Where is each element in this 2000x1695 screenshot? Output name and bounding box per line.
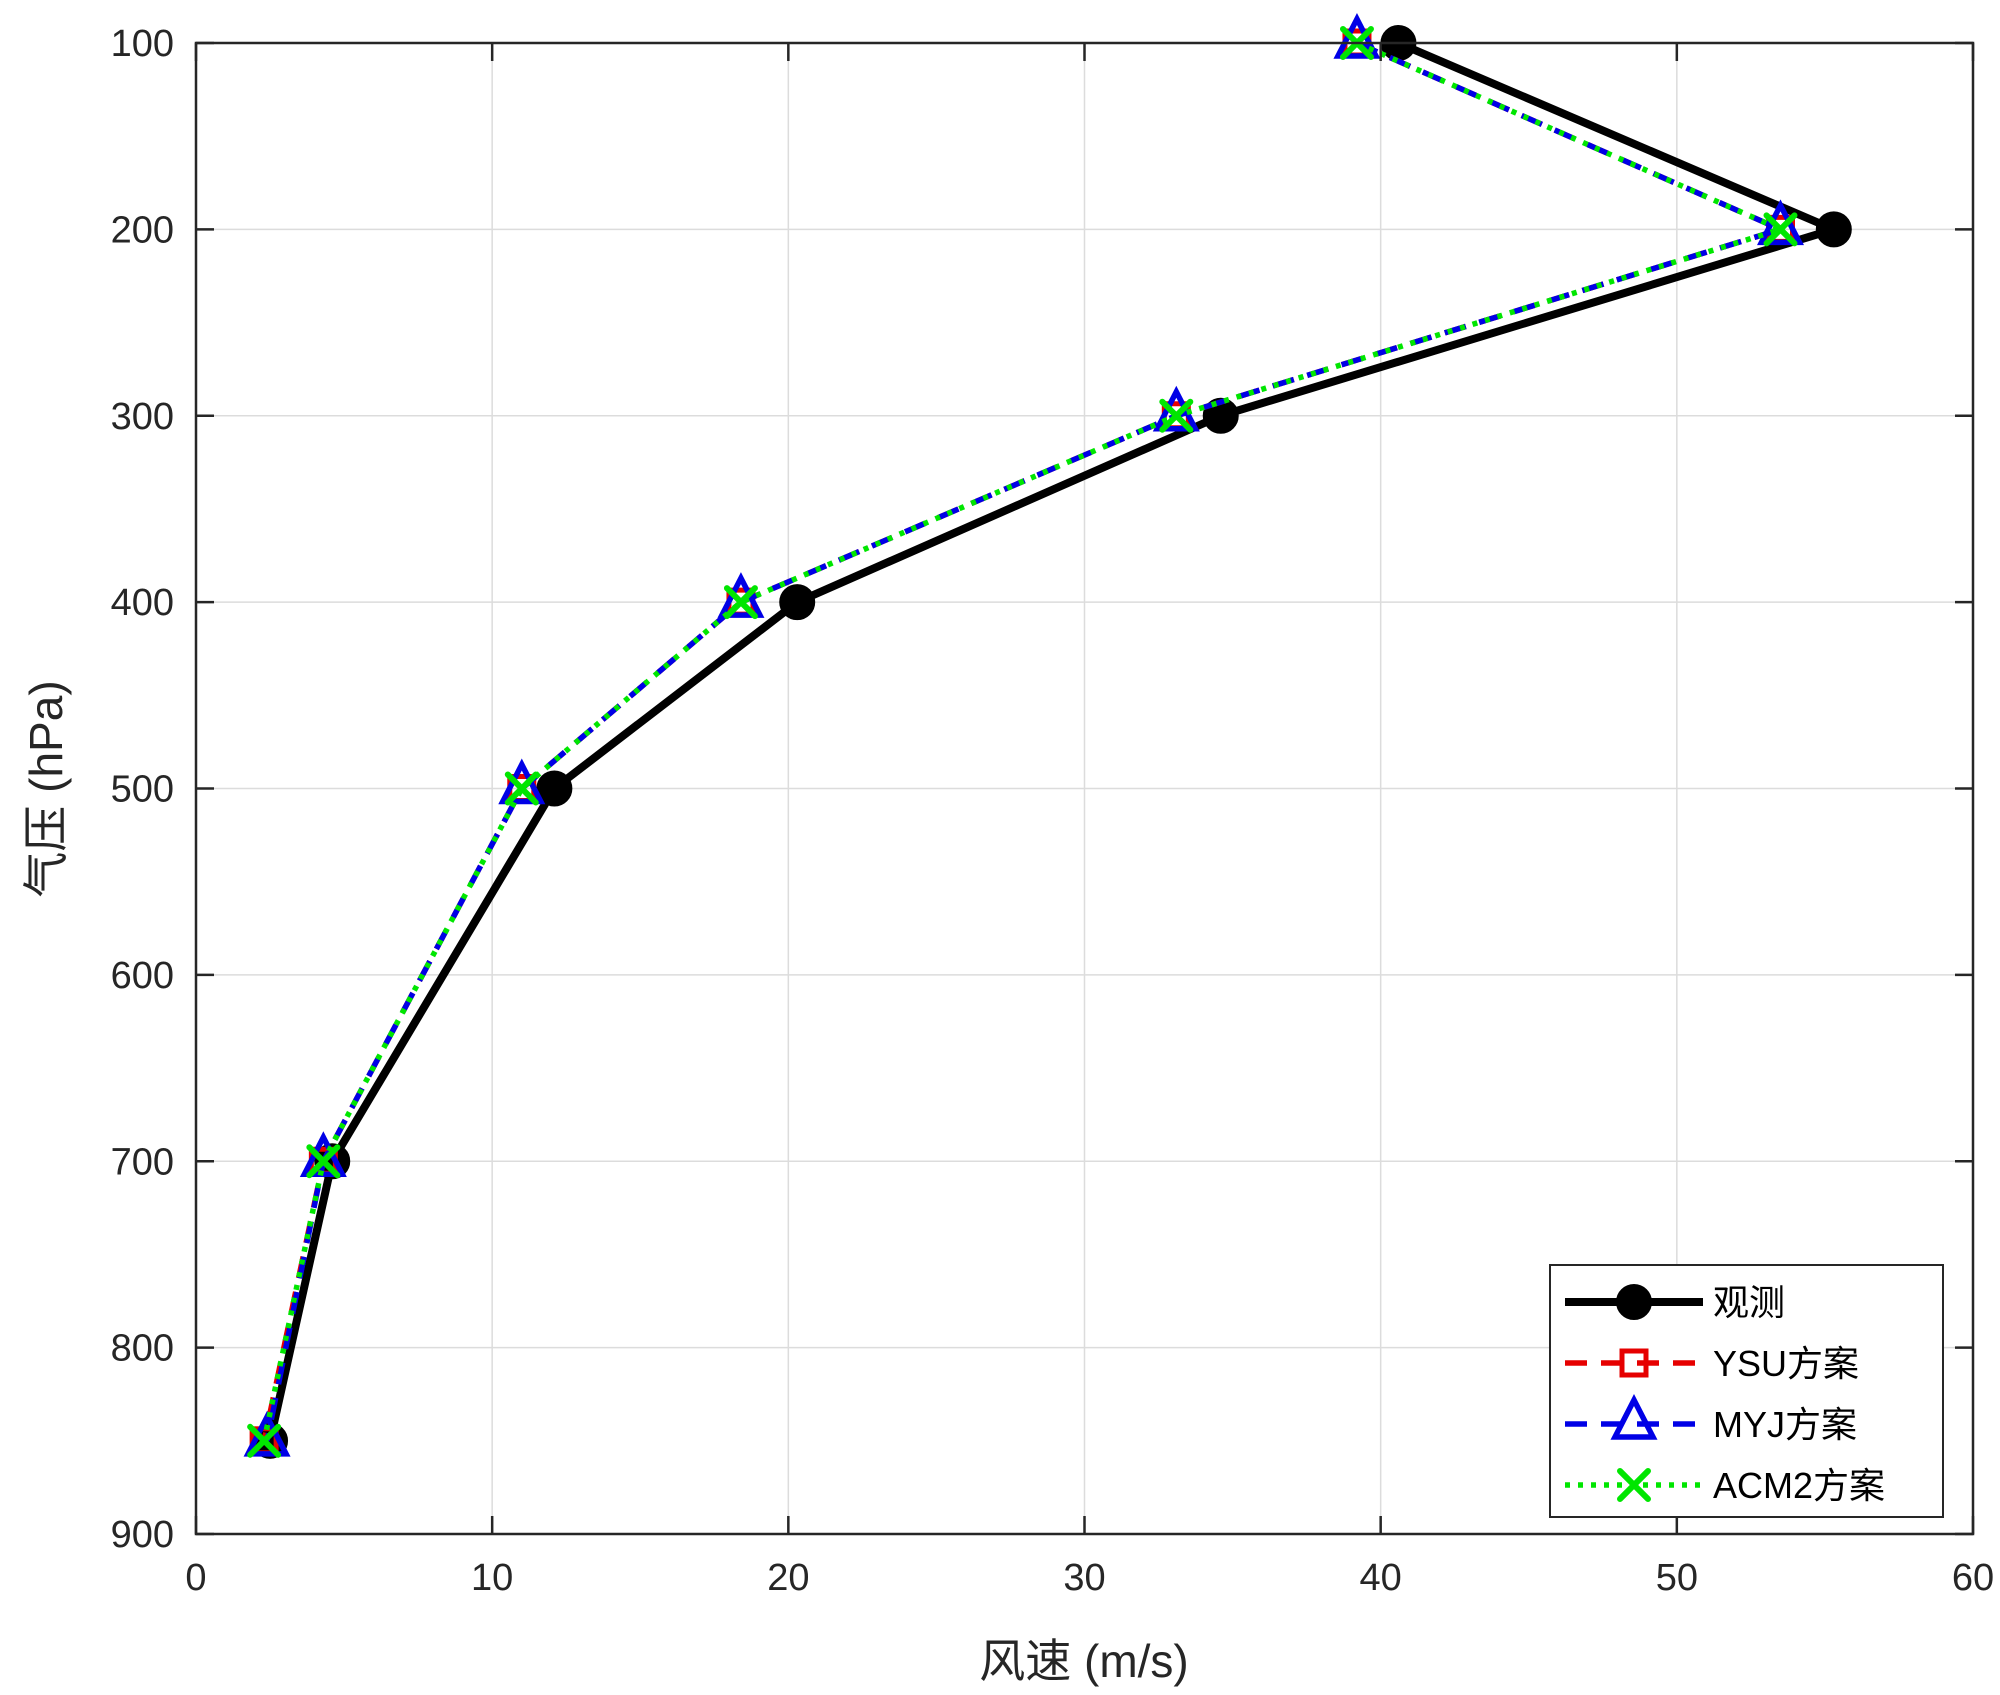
legend-marker — [1617, 1468, 1651, 1502]
y-tick-label: 600 — [111, 955, 174, 997]
x-tick-label: 40 — [1360, 1557, 1402, 1599]
data-point-marker — [247, 1423, 282, 1458]
legend-label: MYJ方案 — [1713, 1404, 1857, 1445]
y-tick-label: 700 — [111, 1141, 174, 1183]
legend-label: 观测 — [1713, 1282, 1785, 1323]
axis-ticks: 0 10 20 30 40 50 60 100 200 300 400 500 600 700 800 900 — [111, 23, 1995, 1599]
x-tick-label: 60 — [1952, 1557, 1994, 1599]
y-axis-label: 气压 (hPa) — [20, 680, 72, 897]
x-tick-label: 20 — [767, 1557, 809, 1599]
legend-marker — [1616, 1284, 1652, 1320]
data-point-marker — [723, 585, 758, 620]
y-tick-label: 500 — [111, 769, 174, 811]
data-point-marker — [536, 770, 573, 807]
legend-entry: 观测 — [1565, 1282, 1785, 1323]
legend-marker — [1619, 1348, 1649, 1378]
x-tick-label: 0 — [185, 1557, 206, 1599]
x-tick-label: 30 — [1063, 1557, 1105, 1599]
legend-marker — [1610, 1393, 1658, 1440]
data-point-marker — [1815, 211, 1852, 248]
data-point-marker — [306, 1144, 341, 1179]
y-tick-label: 100 — [111, 23, 174, 65]
x-axis-label: 风速 (m/s) — [979, 1635, 1189, 1687]
legend-label: ACM2方案 — [1713, 1465, 1885, 1506]
y-tick-label: 900 — [111, 1514, 174, 1556]
data-point-marker — [1763, 212, 1798, 247]
data-point-marker — [1159, 398, 1194, 433]
data-point-marker — [779, 584, 816, 621]
legend: 观测 YSU方案 MYJ方案 ACM2方案 — [1549, 1264, 1944, 1518]
legend-entry: YSU方案 — [1565, 1343, 1859, 1384]
y-tick-label: 300 — [111, 396, 174, 438]
data-point-marker — [504, 771, 539, 806]
y-tick-label: 800 — [111, 1328, 174, 1370]
x-tick-label: 50 — [1656, 1557, 1698, 1599]
y-tick-label: 200 — [111, 209, 174, 251]
x-tick-label: 10 — [471, 1557, 513, 1599]
legend-entry: ACM2方案 — [1565, 1465, 1885, 1506]
legend-box — [1549, 1264, 1944, 1518]
y-tick-label: 400 — [111, 582, 174, 624]
series-group — [243, 12, 1852, 1459]
legend-entry: MYJ方案 — [1565, 1393, 1857, 1445]
legend-label: YSU方案 — [1713, 1343, 1859, 1384]
